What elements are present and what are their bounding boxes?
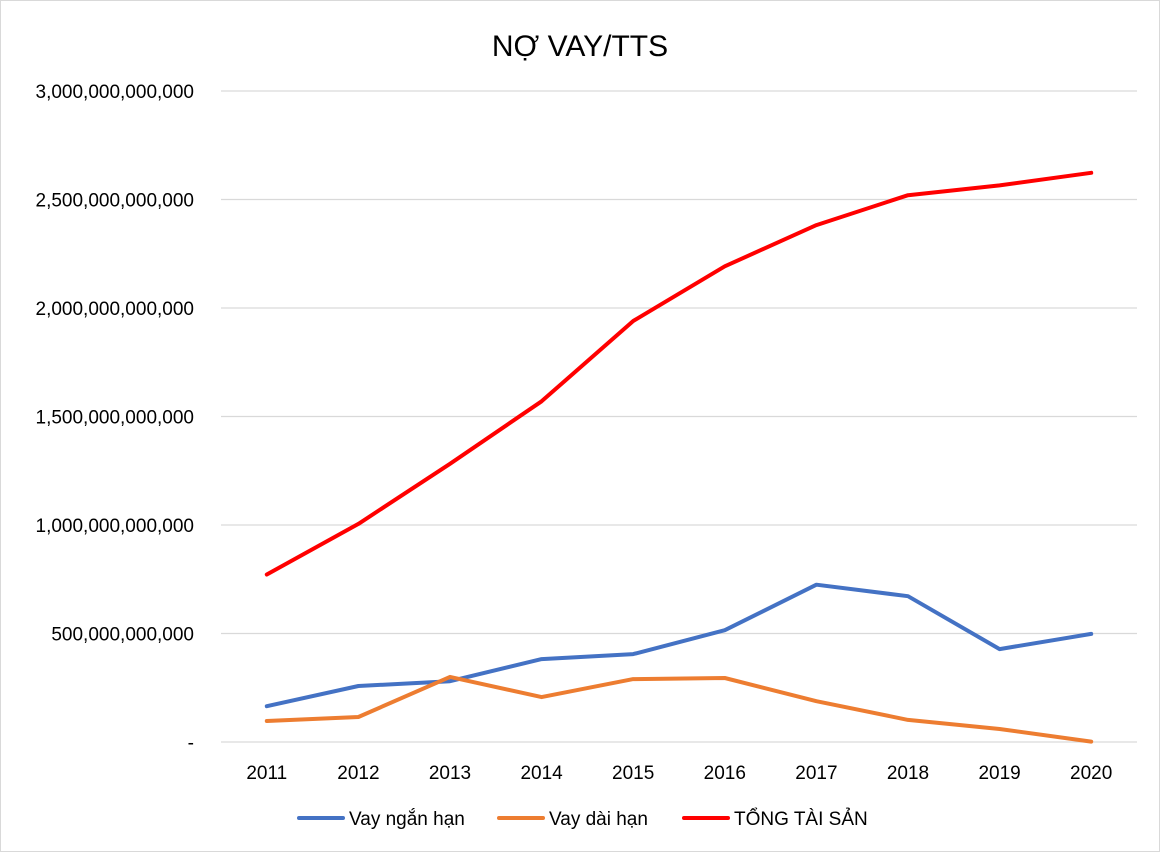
x-tick-label: 2011 bbox=[246, 763, 287, 784]
y-tick-label: - bbox=[188, 733, 194, 754]
legend-label: Vay ngắn hạn bbox=[349, 808, 465, 830]
legend-label: Vay dài hạn bbox=[549, 809, 648, 830]
x-tick-label: 2016 bbox=[704, 763, 746, 784]
series-lines bbox=[264, 170, 1094, 744]
gridlines bbox=[221, 90, 1137, 743]
x-tick-label: 2013 bbox=[429, 763, 471, 784]
x-axis-tick-labels: 2011 2012 2013 2014 2015 2016 2017 2018 2019 2020 bbox=[246, 763, 1112, 784]
x-tick-label: 2018 bbox=[887, 763, 929, 784]
legend-label: TỔNG TÀI SẢN bbox=[734, 808, 868, 830]
series-line-1 bbox=[264, 582, 1094, 709]
series-line-2 bbox=[264, 674, 1094, 744]
x-tick-label: 2017 bbox=[795, 763, 837, 784]
x-tick-label: 2019 bbox=[978, 763, 1020, 784]
x-tick-label: 2012 bbox=[337, 763, 379, 784]
x-tick-label: 2015 bbox=[612, 763, 654, 784]
y-tick-label: 1,500,000,000,000 bbox=[36, 408, 195, 429]
chart-title: NỢ VAY/TTS bbox=[492, 30, 668, 63]
y-tick-label: 2,000,000,000,000 bbox=[36, 299, 195, 320]
legend: Vay ngắn hạn Vay dài hạn TỔNG TÀI SẢN bbox=[297, 808, 868, 830]
y-tick-label: 3,000,000,000,000 bbox=[36, 82, 195, 103]
x-tick-label: 2014 bbox=[520, 763, 563, 784]
y-tick-label: 500,000,000,000 bbox=[51, 625, 194, 646]
x-tick-label: 2020 bbox=[1070, 763, 1112, 784]
y-tick-label: 1,000,000,000,000 bbox=[36, 516, 195, 537]
series-line-3 bbox=[264, 170, 1094, 577]
y-axis-tick-labels: - 500,000,000,000 1,000,000,000,000 1,500,0… bbox=[36, 82, 195, 754]
y-tick-label: 2,500,000,000,000 bbox=[36, 191, 195, 212]
